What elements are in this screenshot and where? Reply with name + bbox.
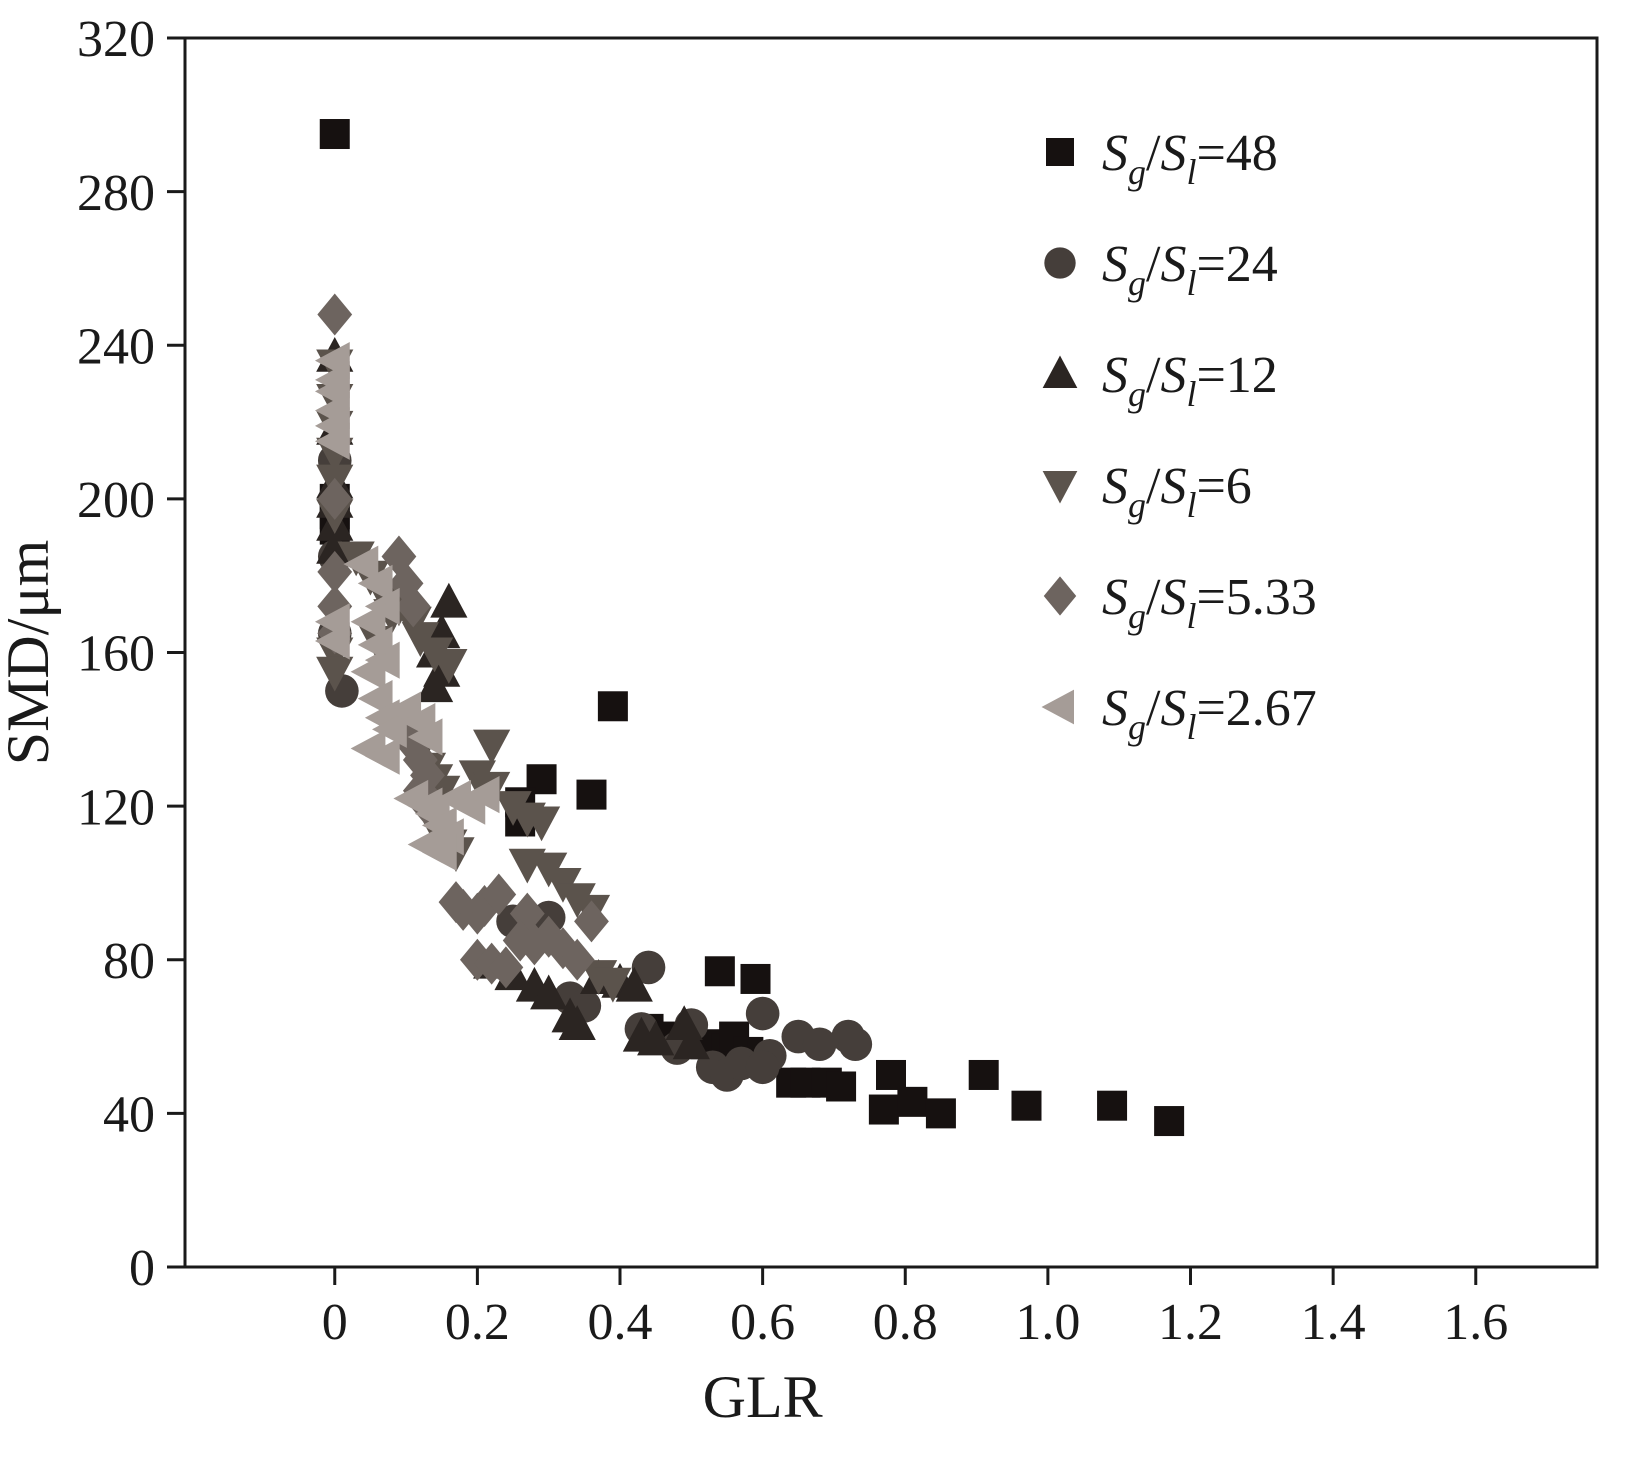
x-tick-label: 0.6 bbox=[730, 1294, 795, 1351]
marker-diamond bbox=[574, 900, 609, 943]
marker-triangle-left bbox=[407, 718, 443, 756]
marker-square bbox=[1011, 1090, 1042, 1121]
marker-circle bbox=[1044, 247, 1076, 279]
marker-triangle-left bbox=[343, 545, 379, 583]
marker-diamond bbox=[488, 946, 524, 989]
marker-circle bbox=[631, 950, 666, 985]
marker-triangle-up bbox=[637, 1020, 675, 1056]
marker-triangle-up bbox=[530, 974, 568, 1010]
marker-square bbox=[597, 691, 628, 722]
x-axis-label: GLR bbox=[703, 1364, 823, 1430]
marker-diamond bbox=[317, 293, 353, 336]
x-tick-label: 1.0 bbox=[1015, 1294, 1080, 1351]
marker-triangle-up bbox=[316, 529, 354, 564]
marker-triangle-up bbox=[615, 966, 653, 1002]
marker-triangle-up bbox=[558, 1005, 596, 1041]
marker-triangle-down bbox=[473, 729, 511, 765]
x-tick-label: 0.8 bbox=[873, 1294, 938, 1351]
legend-label: Sg/Sl=48 bbox=[1102, 125, 1278, 192]
marker-triangle-down bbox=[1042, 471, 1078, 504]
y-tick-label: 80 bbox=[103, 933, 155, 990]
marker-triangle-left bbox=[350, 653, 386, 691]
marker-square bbox=[968, 1059, 999, 1090]
marker-triangle-down bbox=[316, 656, 354, 692]
marker-triangle-left bbox=[364, 737, 400, 775]
marker-square bbox=[576, 779, 607, 810]
y-tick-label: 240 bbox=[77, 318, 155, 375]
marker-square bbox=[319, 119, 350, 150]
marker-diamond bbox=[1043, 576, 1077, 616]
marker-diamond bbox=[445, 888, 481, 931]
marker-triangle-left bbox=[421, 833, 457, 871]
marker-diamond bbox=[559, 938, 595, 981]
marker-square bbox=[897, 1086, 928, 1117]
marker-diamond bbox=[395, 723, 431, 766]
y-tick-label: 200 bbox=[77, 472, 155, 529]
legend-label: Sg/Sl=2.67 bbox=[1102, 680, 1317, 747]
y-tick-label: 0 bbox=[129, 1240, 155, 1297]
legend-label: Sg/Sl=6 bbox=[1102, 458, 1252, 525]
legend-label: Sg/Sl=5.33 bbox=[1102, 569, 1317, 636]
marker-square bbox=[1046, 138, 1074, 166]
y-tick-label: 160 bbox=[77, 626, 155, 683]
y-tick-label: 120 bbox=[77, 779, 155, 836]
marker-triangle-up bbox=[415, 667, 454, 703]
marker-diamond bbox=[395, 585, 431, 628]
marker-triangle-left bbox=[350, 603, 386, 641]
marker-circle bbox=[745, 1050, 780, 1085]
marker-square bbox=[740, 963, 771, 994]
marker-triangle-left bbox=[357, 564, 393, 602]
marker-circle bbox=[838, 1027, 873, 1062]
x-tick-label: 1.6 bbox=[1443, 1294, 1508, 1351]
x-tick-label: 0 bbox=[322, 1294, 348, 1351]
marker-circle bbox=[802, 1027, 837, 1062]
marker-square bbox=[704, 956, 735, 987]
y-tick-label: 40 bbox=[103, 1087, 155, 1144]
marker-triangle-down bbox=[430, 649, 468, 684]
marker-circle bbox=[745, 996, 780, 1031]
marker-diamond bbox=[381, 535, 417, 578]
marker-triangle-left bbox=[464, 776, 500, 814]
marker-square bbox=[876, 1059, 906, 1090]
marker-triangle-left bbox=[314, 422, 350, 460]
marker-diamond bbox=[317, 477, 353, 520]
marker-triangle-down bbox=[522, 806, 561, 842]
x-tick-label: 1.4 bbox=[1301, 1294, 1366, 1351]
x-tick-label: 0.2 bbox=[445, 1294, 510, 1351]
x-tick-label: 0.4 bbox=[588, 1294, 653, 1351]
marker-square bbox=[925, 1098, 956, 1129]
marker-triangle-down bbox=[594, 967, 632, 1003]
marker-triangle-up bbox=[672, 1024, 710, 1060]
marker-triangle-left bbox=[314, 622, 350, 660]
legend-label: Sg/Sl=12 bbox=[1102, 347, 1278, 414]
y-axis-label: SMD/μm bbox=[0, 540, 61, 766]
marker-square bbox=[1097, 1090, 1128, 1121]
marker-diamond bbox=[317, 550, 353, 593]
x-tick-label: 1.2 bbox=[1158, 1294, 1223, 1351]
marker-square bbox=[868, 1094, 899, 1125]
marker-diamond bbox=[317, 585, 353, 628]
y-tick-label: 280 bbox=[77, 165, 155, 222]
y-tick-label: 320 bbox=[77, 11, 155, 68]
marker-triangle-up bbox=[430, 582, 468, 618]
marker-triangle-up bbox=[1042, 355, 1078, 388]
legend-label: Sg/Sl=24 bbox=[1102, 236, 1278, 303]
marker-square bbox=[1154, 1106, 1185, 1137]
marker-triangle-left bbox=[1041, 689, 1074, 725]
marker-diamond bbox=[481, 873, 517, 916]
marker-square bbox=[826, 1071, 857, 1102]
